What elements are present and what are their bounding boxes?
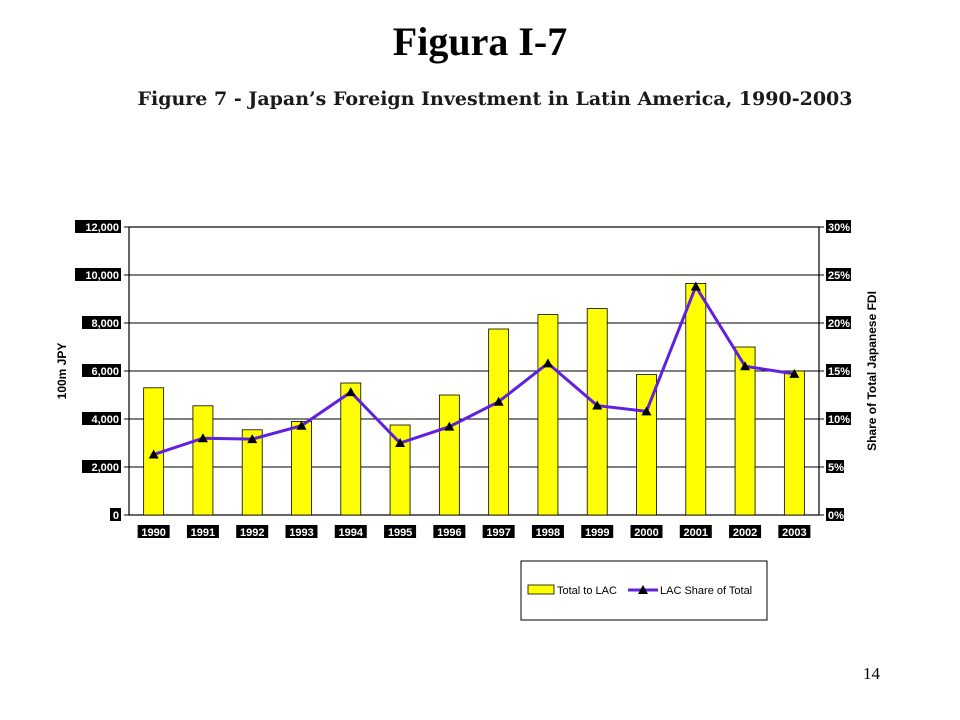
bar-2003 <box>783 370 805 516</box>
x-tick-label: 2000 <box>634 527 658 539</box>
share-line <box>153 283 795 456</box>
y-tick-label: 12,000 <box>85 222 119 234</box>
bar-2002 <box>734 346 756 516</box>
y2-tick-label: 10% <box>828 414 850 426</box>
legend-marker-triangle <box>638 585 648 594</box>
bar-1994 <box>340 382 362 516</box>
y2-tick: 20% <box>819 316 851 330</box>
x-tick-1998: 1998 <box>531 525 564 539</box>
legend: Total to LAC LAC Share of Total <box>520 560 768 621</box>
y-tick-label: 10,000 <box>85 270 119 282</box>
legend-swatch-bar <box>527 584 555 595</box>
y-tick: 2,000 <box>82 460 129 474</box>
x-tick-label: 1996 <box>437 527 461 539</box>
y-tick-label: 8,000 <box>91 318 119 330</box>
y-tick: 0 <box>110 508 129 522</box>
x-tick-1994: 1994 <box>334 525 367 539</box>
share-point-1996 <box>444 421 455 431</box>
bar-1999 <box>586 308 608 516</box>
bar-2001 <box>685 282 707 516</box>
legend-label-lac-share: LAC Share of Total <box>660 585 752 597</box>
x-tick-label: 1999 <box>585 527 609 539</box>
y-tick: 4,000 <box>82 412 129 426</box>
bar-1993 <box>291 420 312 516</box>
x-tick-label: 2003 <box>782 527 806 539</box>
y2-tick: 0% <box>819 508 844 522</box>
legend-label-total-to-lac: Total to LAC <box>557 585 617 597</box>
x-tick-2001: 2001 <box>679 525 712 539</box>
share-point-1994 <box>345 387 356 397</box>
x-tick-1997: 1997 <box>482 525 515 539</box>
x-tick-label: 1991 <box>191 527 215 539</box>
y2-tick-label: 15% <box>828 366 850 378</box>
y2-tick-label: 25% <box>828 270 850 282</box>
share-point-1997 <box>493 396 504 406</box>
y2-tick: 30% <box>819 220 851 234</box>
x-tick-1999: 1999 <box>581 525 614 539</box>
x-tick-1993: 1993 <box>285 525 318 539</box>
right-axis-ticks: 0% 5% 10% 15% 20% 25% 30% <box>819 220 851 522</box>
y2-tick-label: 30% <box>828 222 850 234</box>
x-tick-2003: 2003 <box>778 525 811 539</box>
y-axis-title: 100m JPY <box>55 343 69 400</box>
x-tick-1990: 1990 <box>137 525 170 539</box>
bar-series-total-to-lac <box>143 282 805 516</box>
line-series-lac-share <box>148 281 800 459</box>
bar-1997 <box>488 328 510 516</box>
x-tick-1996: 1996 <box>433 525 466 539</box>
y2-tick: 25% <box>819 268 851 282</box>
share-point-1993 <box>296 420 307 430</box>
y-tick: 6,000 <box>82 364 129 378</box>
chart-title: Figure 7 - Japan’s Foreign Investment in… <box>137 88 853 110</box>
y2-tick: 5% <box>819 460 844 474</box>
bar-1995 <box>389 424 411 516</box>
x-tick-label: 1993 <box>289 527 313 539</box>
left-axis-ticks: 0 2,000 4,000 6,000 8,000 10,000 12,000 <box>75 220 129 522</box>
y2-tick-label: 0% <box>828 510 844 522</box>
slide-title: Figura I-7 <box>392 19 568 64</box>
y-tick-label: 2,000 <box>91 462 119 474</box>
share-point-2003 <box>789 368 800 378</box>
share-point-2002 <box>740 361 751 371</box>
share-point-2000 <box>641 406 652 416</box>
y2-tick: 10% <box>819 412 851 426</box>
bar-1996 <box>438 394 460 516</box>
y2-tick-label: 5% <box>828 462 844 474</box>
x-tick-1992: 1992 <box>236 525 269 539</box>
x-tick-label: 2001 <box>684 527 708 539</box>
y-tick-label: 0 <box>113 510 119 522</box>
page-number: 14 <box>863 664 880 683</box>
y-tick-label: 6,000 <box>91 366 119 378</box>
x-tick-label: 1998 <box>536 527 560 539</box>
share-point-2001 <box>690 281 701 291</box>
y2-tick-label: 20% <box>828 318 850 330</box>
x-axis-ticks: 1990 1991 1992 1993 1994 1995 1996 1997 1998 1999… <box>137 525 811 539</box>
x-tick-label: 1992 <box>240 527 264 539</box>
x-tick-2002: 2002 <box>729 525 762 539</box>
bar-1992 <box>241 429 263 516</box>
y-tick: 8,000 <box>82 316 129 330</box>
share-point-1992 <box>247 434 258 444</box>
y2-tick: 15% <box>819 364 851 378</box>
share-point-1991 <box>197 433 208 443</box>
bar-1991 <box>192 405 214 516</box>
x-tick-2000: 2000 <box>630 525 663 539</box>
x-tick-label: 1990 <box>141 527 165 539</box>
x-tick-1991: 1991 <box>186 525 219 539</box>
x-tick-label: 1995 <box>388 527 412 539</box>
bar-1998 <box>537 314 559 516</box>
x-tick-label: 2002 <box>733 527 757 539</box>
y-tick-label: 4,000 <box>91 414 119 426</box>
x-tick-1995: 1995 <box>384 525 417 539</box>
share-point-1999 <box>592 400 603 410</box>
y2-axis-title: Share of Total Japanese FDI <box>865 291 879 451</box>
x-tick-label: 1997 <box>486 527 510 539</box>
share-point-1998 <box>542 358 553 368</box>
share-point-1995 <box>395 438 406 447</box>
x-tick-label: 1994 <box>339 527 364 539</box>
y-tick: 12,000 <box>75 220 129 234</box>
share-point-1990 <box>148 449 159 459</box>
y-tick: 10,000 <box>75 268 129 282</box>
